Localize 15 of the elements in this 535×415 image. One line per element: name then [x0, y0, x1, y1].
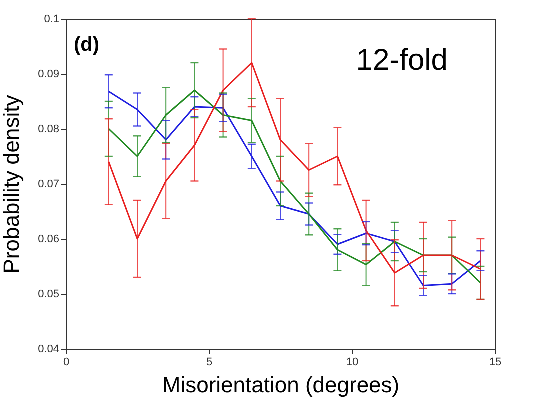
- y-tick-label: 0.08: [38, 124, 60, 136]
- annotation: 12-fold: [356, 44, 448, 77]
- y-tick-label: 0.06: [38, 234, 60, 246]
- y-tick-label: 0.09: [38, 68, 60, 80]
- y-axis-title: Probability density: [0, 95, 24, 274]
- y-tick-label: 0.07: [38, 178, 60, 190]
- x-tick-label: 0: [63, 356, 70, 368]
- x-tick-label: 15: [489, 356, 502, 368]
- y-tick-label: 0.04: [38, 344, 60, 356]
- x-tick-label: 10: [346, 356, 359, 368]
- annotation: (d): [74, 34, 100, 56]
- x-axis-title: Misorientation (degrees): [162, 372, 400, 398]
- x-tick-label: 5: [206, 356, 213, 368]
- y-tick-label: 0.1: [44, 14, 60, 26]
- y-tick-label: 0.05: [38, 288, 60, 300]
